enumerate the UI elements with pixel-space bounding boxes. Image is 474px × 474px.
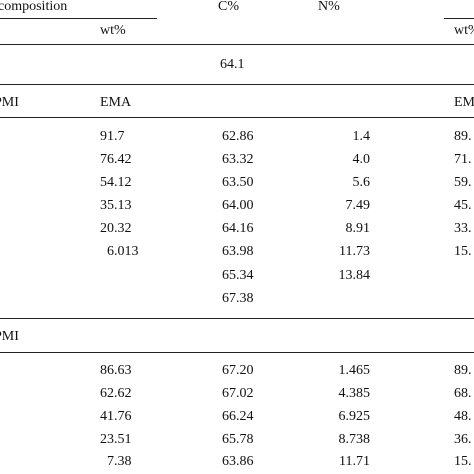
wt-right-value: 36. [454,432,472,447]
c-value: 65.78 [222,432,254,447]
header-underline-right [444,18,474,19]
wt-value: 62.62 [100,386,132,401]
wt-value: 6.013 [107,244,139,259]
header-n-percent: N% [318,0,340,14]
section1-ema-left: EMA [100,95,132,110]
c-value: 63.50 [222,175,254,190]
wt-right-value: 89. [454,129,472,144]
header-underline-left [0,18,157,19]
n-value: 4.0 [352,152,371,167]
section1-header-rule [0,117,474,118]
c-value: 63.98 [222,244,254,259]
c-value: 64.00 [222,198,254,213]
wt-right-value: 45. [454,198,472,213]
header-c-percent: C% [218,0,239,14]
wt-value: 76.42 [100,152,132,167]
n-value: 13.84 [338,268,371,283]
wt-value: 23.51 [100,432,132,447]
section2-header-rule [0,352,474,353]
c-value: 67.38 [222,291,254,306]
n-value: 6.925 [338,409,371,424]
wt-value: 7.38 [107,454,132,469]
wt-right-value: 15. [454,454,472,469]
n-value: 11.71 [339,454,370,469]
first-row-c-value: 64.1 [220,57,245,72]
wt-value: 41.76 [100,409,132,424]
wt-value: 54.12 [100,175,132,190]
c-value: 62.86 [222,129,254,144]
section2-label: PMI [0,329,19,344]
c-value: 63.86 [222,454,254,469]
section1-ema-right: EMA [454,95,474,110]
c-value: 67.02 [222,386,254,401]
c-value: 64.16 [222,221,254,236]
n-value: 11.73 [339,244,370,259]
wt-value: 35.13 [100,198,132,213]
c-value: 66.24 [222,409,254,424]
c-value: 65.34 [222,268,254,283]
header-wt-percent-right: wt% [454,23,474,38]
wt-right-value: 59. [454,175,472,190]
wt-value: 86.63 [100,363,132,378]
wt-right-value: 71. [454,152,472,167]
header-wt-percent-left: wt% [100,23,126,38]
wt-right-value: 68. [454,386,472,401]
section2-top-rule [0,318,474,319]
n-value: 8.738 [338,432,371,447]
n-value: 8.91 [345,221,371,236]
n-value: 1.4 [352,129,371,144]
wt-right-value: 48. [454,409,472,424]
wt-value: 20.32 [100,221,132,236]
wt-right-value: 15. [454,244,472,259]
c-value: 67.20 [222,363,254,378]
wt-right-value: 89. [454,363,472,378]
wt-right-value: 33. [454,221,472,236]
header-bottom-rule [0,44,474,45]
section1-label: PMI [0,95,19,110]
header-composition: composition [0,0,68,14]
n-value: 7.49 [345,198,371,213]
c-value: 63.32 [222,152,254,167]
n-value: 5.6 [352,175,371,190]
n-value: 4.385 [338,386,371,401]
section1-top-rule [0,84,474,85]
wt-value: 91.7 [100,129,125,144]
n-value: 1.465 [338,363,371,378]
